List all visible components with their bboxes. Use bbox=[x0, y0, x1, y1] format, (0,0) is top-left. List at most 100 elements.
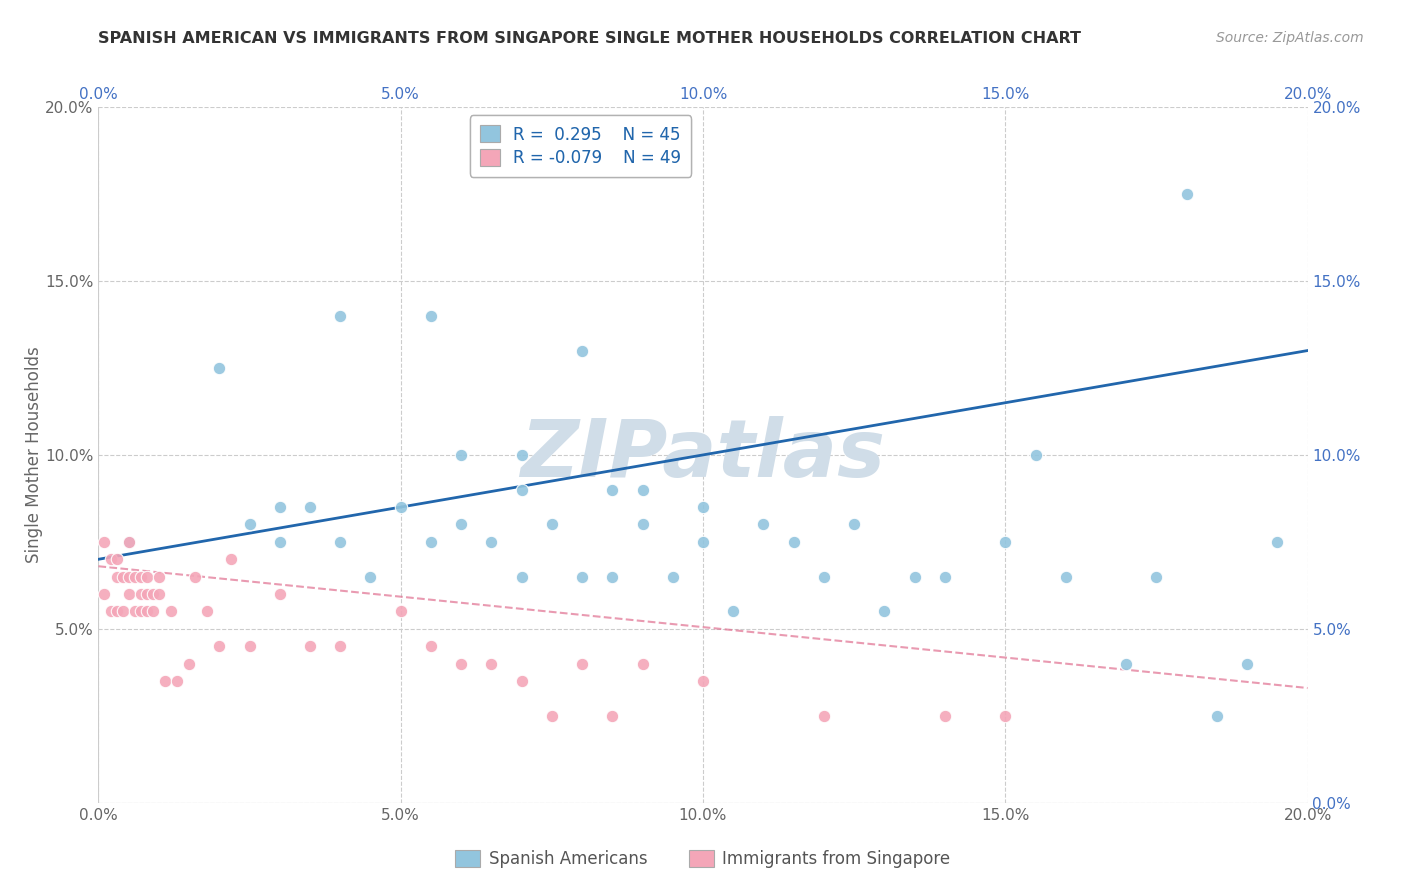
Point bbox=[571, 657, 593, 671]
Point bbox=[269, 534, 291, 549]
Point bbox=[360, 570, 382, 584]
Point bbox=[723, 605, 745, 619]
Point bbox=[118, 587, 141, 601]
Point bbox=[994, 534, 1017, 549]
Point bbox=[221, 552, 243, 566]
Point bbox=[1206, 708, 1229, 723]
Legend: Spanish Americans, Immigrants from Singapore: Spanish Americans, Immigrants from Singa… bbox=[449, 843, 957, 875]
Point bbox=[510, 674, 533, 689]
Point bbox=[540, 708, 562, 723]
Point bbox=[179, 657, 201, 671]
Point bbox=[752, 517, 775, 532]
Point bbox=[142, 587, 165, 601]
Point bbox=[148, 570, 170, 584]
Point bbox=[813, 570, 835, 584]
Point bbox=[1054, 570, 1077, 584]
Point bbox=[160, 605, 183, 619]
Point bbox=[166, 674, 188, 689]
Point bbox=[420, 534, 443, 549]
Point bbox=[129, 570, 152, 584]
Point bbox=[129, 605, 152, 619]
Point bbox=[450, 517, 472, 532]
Point bbox=[420, 639, 443, 653]
Point bbox=[450, 657, 472, 671]
Point bbox=[934, 570, 956, 584]
Point bbox=[1267, 534, 1289, 549]
Point bbox=[111, 605, 134, 619]
Point bbox=[111, 570, 134, 584]
Point bbox=[1115, 657, 1137, 671]
Point bbox=[540, 517, 562, 532]
Point bbox=[631, 517, 654, 532]
Point bbox=[1236, 657, 1258, 671]
Point bbox=[100, 605, 122, 619]
Point bbox=[239, 639, 262, 653]
Point bbox=[602, 708, 624, 723]
Point bbox=[571, 343, 593, 358]
Point bbox=[783, 534, 806, 549]
Point bbox=[481, 657, 503, 671]
Point bbox=[692, 674, 714, 689]
Point bbox=[135, 605, 157, 619]
Point bbox=[873, 605, 896, 619]
Point bbox=[153, 674, 176, 689]
Point bbox=[1024, 448, 1046, 462]
Text: Source: ZipAtlas.com: Source: ZipAtlas.com bbox=[1216, 31, 1364, 45]
Point bbox=[692, 500, 714, 514]
Point bbox=[602, 570, 624, 584]
Point bbox=[269, 500, 291, 514]
Point bbox=[118, 570, 141, 584]
Point bbox=[631, 657, 654, 671]
Point bbox=[195, 605, 218, 619]
Point bbox=[510, 448, 533, 462]
Legend: R =  0.295    N = 45, R = -0.079    N = 49: R = 0.295 N = 45, R = -0.079 N = 49 bbox=[470, 115, 690, 177]
Y-axis label: Single Mother Households: Single Mother Households bbox=[25, 347, 44, 563]
Point bbox=[510, 483, 533, 497]
Point bbox=[813, 708, 835, 723]
Point bbox=[329, 639, 352, 653]
Point bbox=[100, 552, 122, 566]
Point bbox=[129, 587, 152, 601]
Point bbox=[994, 708, 1017, 723]
Point bbox=[934, 708, 956, 723]
Point bbox=[105, 552, 128, 566]
Point bbox=[389, 500, 412, 514]
Point bbox=[510, 570, 533, 584]
Point bbox=[135, 587, 157, 601]
Point bbox=[844, 517, 866, 532]
Point bbox=[208, 639, 231, 653]
Point bbox=[93, 587, 115, 601]
Point bbox=[571, 570, 593, 584]
Point bbox=[631, 483, 654, 497]
Point bbox=[118, 534, 141, 549]
Point bbox=[420, 309, 443, 323]
Point bbox=[329, 309, 352, 323]
Point bbox=[904, 570, 927, 584]
Point bbox=[93, 534, 115, 549]
Point bbox=[208, 360, 231, 375]
Point bbox=[481, 534, 503, 549]
Point bbox=[142, 605, 165, 619]
Point bbox=[135, 570, 157, 584]
Point bbox=[1175, 187, 1198, 202]
Point bbox=[124, 570, 146, 584]
Point bbox=[299, 500, 322, 514]
Point bbox=[389, 605, 412, 619]
Point bbox=[148, 587, 170, 601]
Point bbox=[692, 534, 714, 549]
Point bbox=[184, 570, 207, 584]
Point bbox=[450, 448, 472, 462]
Point bbox=[239, 517, 262, 532]
Point bbox=[329, 534, 352, 549]
Point bbox=[662, 570, 685, 584]
Point bbox=[1144, 570, 1167, 584]
Point bbox=[602, 483, 624, 497]
Text: SPANISH AMERICAN VS IMMIGRANTS FROM SINGAPORE SINGLE MOTHER HOUSEHOLDS CORRELATI: SPANISH AMERICAN VS IMMIGRANTS FROM SING… bbox=[98, 31, 1081, 46]
Point bbox=[269, 587, 291, 601]
Point bbox=[105, 570, 128, 584]
Point bbox=[299, 639, 322, 653]
Point bbox=[124, 605, 146, 619]
Point bbox=[105, 605, 128, 619]
Point bbox=[118, 534, 141, 549]
Text: ZIPatlas: ZIPatlas bbox=[520, 416, 886, 494]
